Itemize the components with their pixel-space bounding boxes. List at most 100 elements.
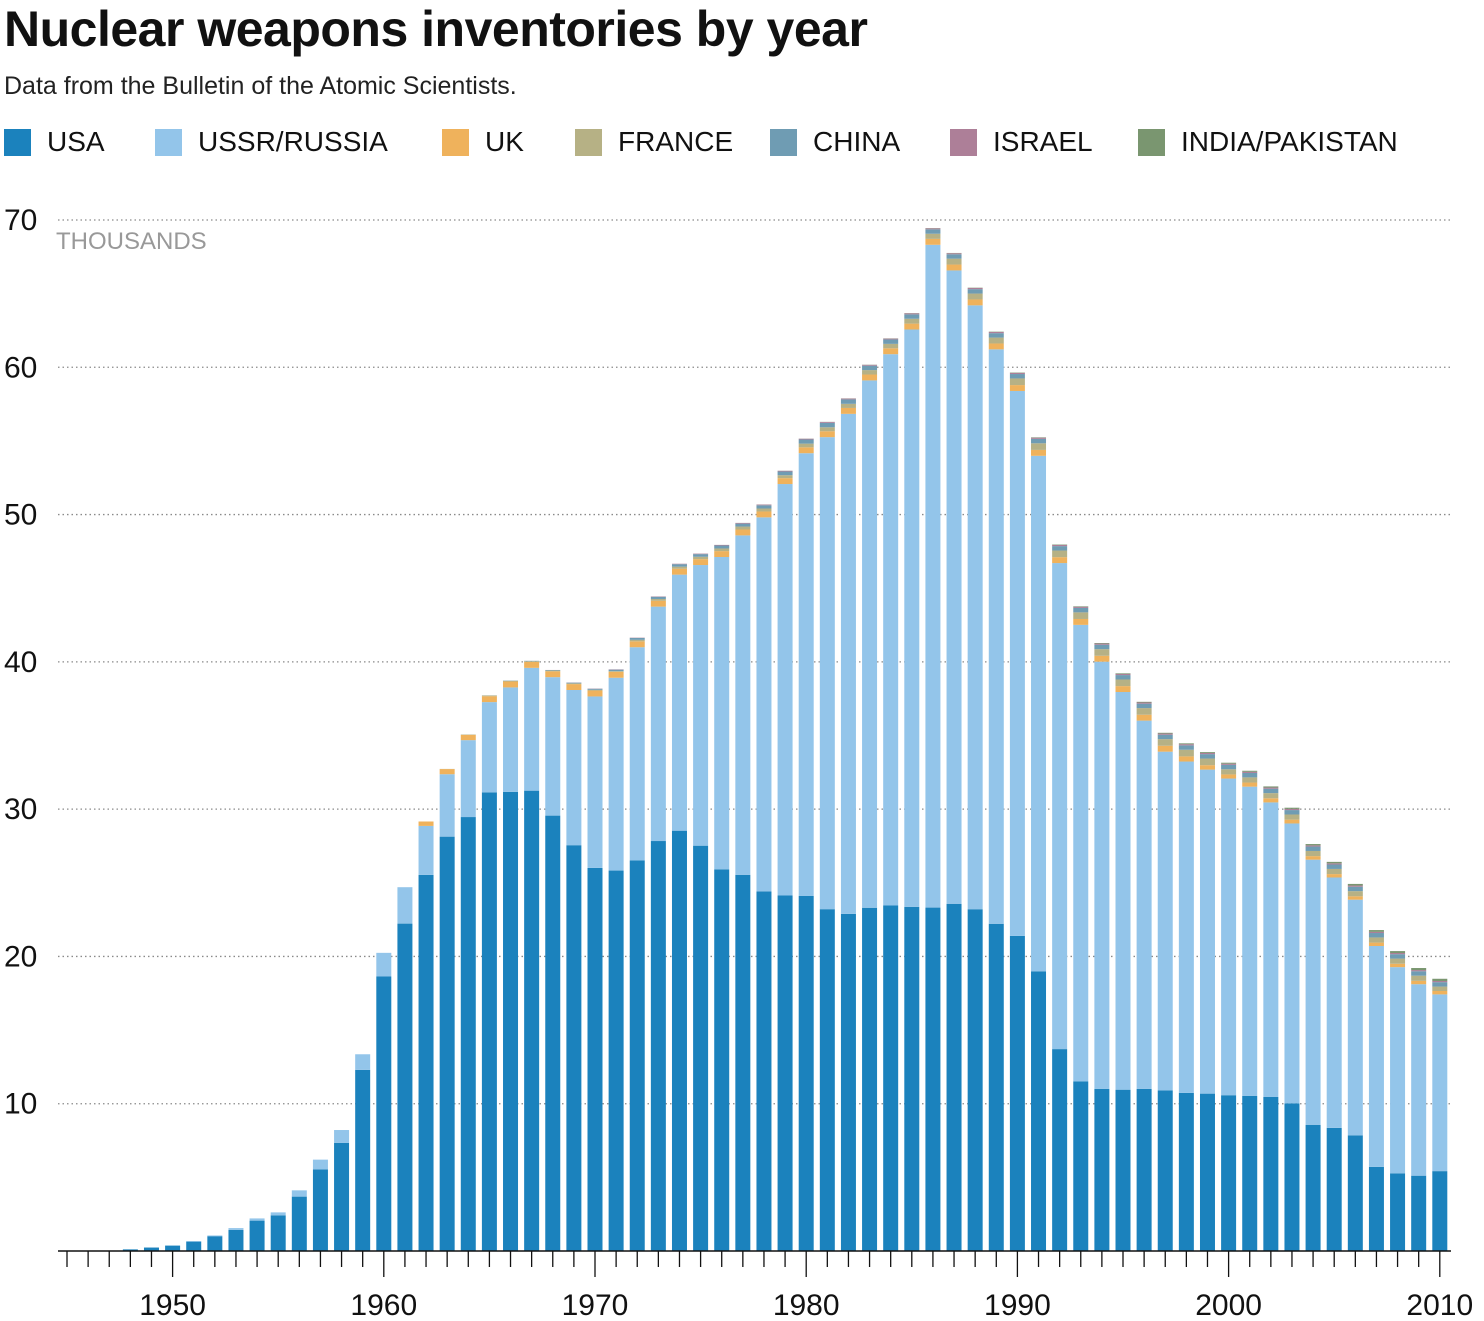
bar-usa-1974 (671, 830, 687, 1251)
bar-uk-1998 (1178, 756, 1194, 762)
bar-ussr-russia-1961 (397, 887, 413, 924)
bar-usa-1967 (524, 790, 540, 1251)
bar-france-2006 (1347, 891, 1363, 897)
bar-usa-1978 (756, 891, 772, 1251)
bar-india-pakistan-2008 (1390, 951, 1406, 953)
bar-usa-1954 (249, 1220, 265, 1251)
bar-ussr-russia-1992 (1052, 563, 1068, 1050)
bar-israel-1985 (904, 313, 920, 315)
bar-china-2010 (1432, 982, 1448, 987)
bar-china-2004 (1305, 846, 1321, 851)
bar-israel-2002 (1263, 787, 1279, 789)
bar-usa-1986 (925, 907, 941, 1251)
legend-swatch-usa (4, 128, 31, 156)
bar-china-1989 (988, 333, 1004, 338)
y-axis-unit-label: THOUSANDS (56, 228, 207, 255)
bar-usa-2002 (1263, 1096, 1279, 1251)
bar-ussr-russia-1996 (1136, 720, 1152, 1089)
bar-uk-1974 (671, 568, 687, 575)
x-tick-label: 1980 (773, 1289, 840, 1321)
bar-china-1983 (862, 365, 878, 371)
bar-china-2007 (1368, 933, 1384, 938)
bar-ussr-russia-1985 (904, 329, 920, 907)
bar-china-2006 (1347, 886, 1363, 892)
bar-israel-1980 (798, 438, 814, 440)
bar-ussr-russia-1970 (587, 696, 603, 868)
bar-china-1997 (1157, 734, 1173, 740)
bar-usa-1990 (1009, 935, 1025, 1251)
bar-israel-2009 (1411, 970, 1427, 972)
bar-usa-1957 (312, 1169, 328, 1251)
x-tick-label: 1960 (350, 1289, 417, 1321)
bar-uk-1976 (714, 551, 730, 557)
bar-uk-1968 (545, 671, 561, 678)
bar-ussr-russia-2005 (1326, 877, 1342, 1128)
bar-usa-1977 (735, 874, 751, 1251)
bar-france-1985 (904, 318, 920, 324)
bar-uk-1965 (481, 696, 497, 703)
bar-usa-1995 (1115, 1089, 1131, 1251)
bar-ussr-russia-1987 (946, 270, 962, 904)
legend-item-israel: ISRAEL (950, 124, 1093, 160)
bar-uk-1999 (1199, 765, 1215, 770)
bar-china-2001 (1242, 772, 1258, 778)
bar-israel-1988 (967, 287, 983, 290)
page-title: Nuclear weapons inventories by year (4, 1, 868, 57)
bar-france-1989 (988, 337, 1004, 344)
bar-india-pakistan-1993 (1073, 606, 1089, 607)
bar-ussr-russia-1966 (503, 687, 519, 792)
bar-israel-2007 (1368, 931, 1384, 934)
bar-france-1984 (883, 343, 899, 349)
bar-france-1994 (1094, 649, 1110, 656)
bar-china-1985 (904, 314, 920, 319)
bar-china-1993 (1073, 607, 1089, 613)
legend-swatch-uk (442, 128, 469, 156)
bar-uk-1988 (967, 299, 983, 306)
bar-usa-1997 (1157, 1090, 1173, 1251)
bar-usa-1989 (988, 923, 1004, 1251)
bar-france-2003 (1284, 814, 1300, 820)
bar-india-pakistan-2000 (1221, 762, 1237, 764)
bar-uk-1970 (587, 690, 603, 697)
bar-ussr-russia-1980 (798, 453, 814, 896)
bar-ussr-russia-1977 (735, 535, 751, 875)
bar-usa-2010 (1432, 1171, 1448, 1251)
bar-france-1992 (1052, 550, 1068, 558)
bar-india-pakistan-1996 (1136, 701, 1152, 703)
bar-israel-1975 (693, 553, 709, 555)
legend-item-uk: UK (442, 124, 524, 160)
bar-israel-1989 (988, 331, 1004, 334)
bar-usa-1971 (608, 870, 624, 1251)
bar-ussr-russia-2006 (1347, 899, 1363, 1136)
x-tick-label: 1970 (562, 1289, 629, 1321)
bar-israel-1993 (1073, 606, 1089, 608)
bar-india-pakistan-1995 (1115, 673, 1131, 674)
bar-usa-1981 (819, 909, 835, 1251)
bar-usa-1959 (355, 1069, 371, 1251)
bar-uk-1995 (1115, 686, 1131, 693)
bar-ussr-russia-1963 (439, 774, 455, 837)
bar-china-1982 (840, 399, 856, 404)
bar-france-1976 (714, 548, 730, 552)
bar-france-1997 (1157, 739, 1173, 746)
bar-china-1994 (1094, 644, 1110, 650)
bar-usa-1948 (122, 1249, 138, 1251)
bar-ussr-russia-2008 (1390, 967, 1406, 1174)
bar-china-1975 (693, 554, 709, 557)
legend-swatch-india-pakistan (1138, 128, 1165, 156)
bar-ussr-russia-1962 (418, 825, 434, 875)
bar-ussr-russia-1960 (376, 952, 392, 977)
bar-france-1965 (481, 695, 497, 697)
bar-ussr-russia-2002 (1263, 802, 1279, 1097)
bar-ussr-russia-1965 (481, 702, 497, 793)
bar-uk-1989 (988, 343, 1004, 350)
bar-ussr-russia-1979 (777, 484, 793, 896)
bar-india-pakistan-2005 (1326, 861, 1342, 864)
bar-france-2010 (1432, 986, 1448, 991)
legend-item-france: FRANCE (575, 124, 733, 160)
x-tick-label: 1950 (139, 1289, 206, 1321)
bar-uk-1990 (1009, 385, 1025, 391)
bar-india-pakistan-2006 (1347, 883, 1363, 886)
bar-uk-2003 (1284, 819, 1300, 824)
bar-china-1995 (1115, 675, 1131, 680)
